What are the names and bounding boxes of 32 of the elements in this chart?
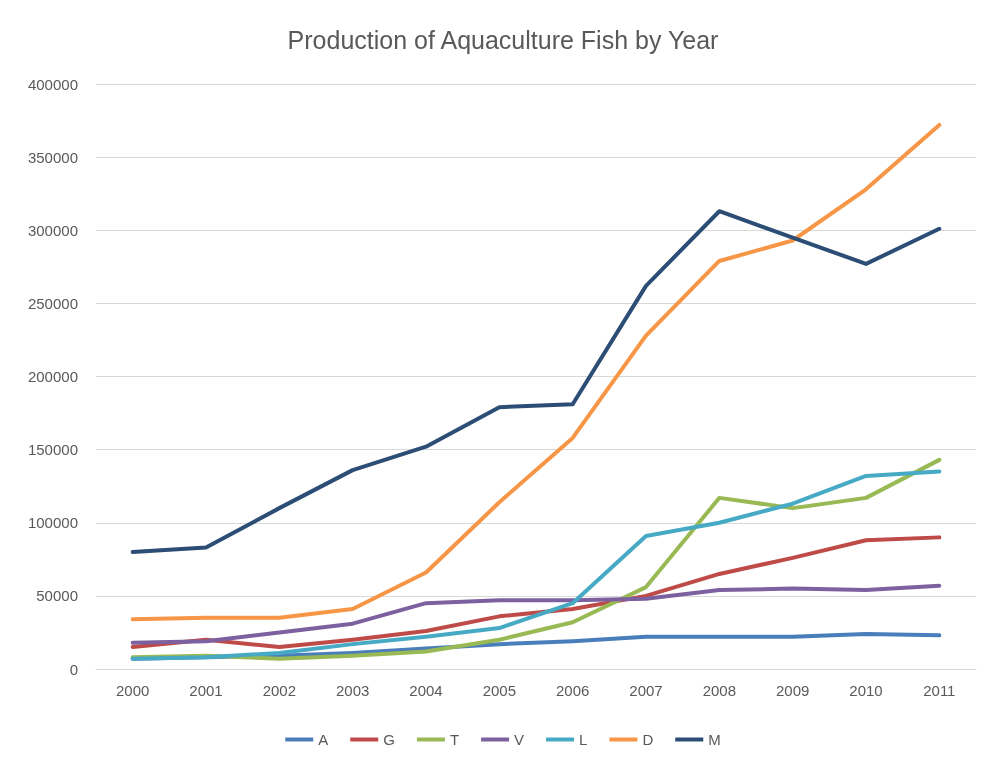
x-tick-label: 2001 (189, 682, 223, 699)
y-tick-label: 300000 (27, 221, 78, 239)
x-tick-label: 2000 (115, 682, 150, 699)
x-tick-label: 2007 (629, 682, 663, 699)
x-tick-label: 2004 (409, 682, 443, 699)
legend-label: A (318, 731, 329, 748)
x-tick-label: 2003 (335, 682, 370, 699)
y-tick-label: 350000 (27, 148, 78, 166)
y-tick-label: 50000 (36, 587, 78, 605)
legend-label: M (708, 731, 721, 748)
legend-label: L (579, 731, 588, 748)
legend-label: T (449, 731, 460, 748)
x-tick-label: 2005 (482, 682, 517, 699)
legend-label: G (383, 731, 395, 748)
y-tick-label: 0 (69, 660, 78, 678)
y-tick-label: 100000 (27, 514, 78, 532)
x-tick-label: 2002 (262, 682, 297, 699)
line-series (130, 209, 942, 554)
y-tick-label: 250000 (27, 294, 78, 312)
chart-title: Production of Aquaculture Fish by Year (287, 25, 719, 54)
y-tick-label: 150000 (27, 441, 78, 459)
line-series (130, 122, 942, 622)
legend-label: V (514, 731, 525, 748)
y-tick-label: 400000 (27, 75, 78, 93)
y-tick-label: 200000 (27, 368, 78, 385)
line-series (130, 583, 942, 645)
x-tick-label: 2006 (555, 682, 590, 699)
x-tick-label: 2010 (849, 682, 883, 699)
x-tick-label: 2009 (775, 682, 810, 699)
x-tick-label: 2008 (702, 682, 737, 699)
x-tick-label: 2011 (923, 682, 956, 699)
legend-label: D (642, 731, 654, 748)
